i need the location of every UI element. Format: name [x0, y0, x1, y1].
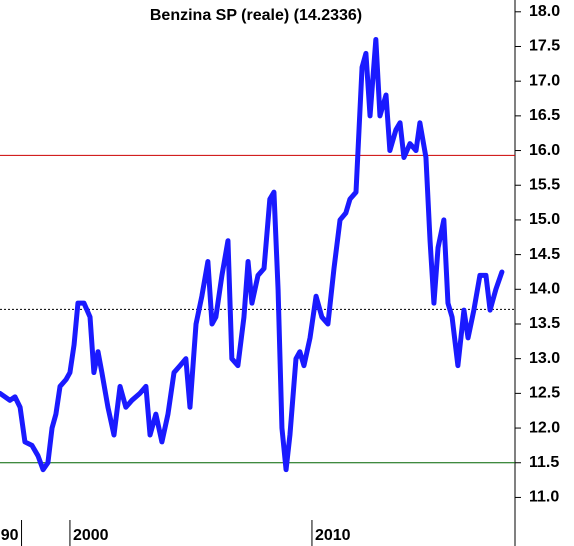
y-tick-label: 15.5 — [529, 176, 560, 193]
y-tick-label: 11.0 — [529, 489, 559, 506]
x-tick-label: 2000 — [73, 527, 109, 544]
data-line — [0, 37, 505, 473]
y-tick-label: 14.5 — [529, 246, 560, 263]
y-tick-label: 18.0 — [529, 3, 560, 20]
y-tick-label: 17.0 — [529, 72, 560, 89]
y-tick-label: 12.5 — [529, 385, 560, 402]
y-tick-label: 16.5 — [529, 107, 560, 124]
chart-title: Benzina SP (reale) (14.2336) — [150, 7, 362, 24]
y-tick-label: 12.0 — [529, 419, 560, 436]
y-tick-label: 16.0 — [529, 142, 560, 159]
y-tick-label: 13.5 — [529, 315, 560, 332]
y-tick-label: 17.5 — [529, 38, 560, 55]
y-tick-label: 11.5 — [529, 454, 559, 471]
x-tick-label: 90 — [1, 527, 19, 544]
y-tick-label: 13.0 — [529, 350, 560, 367]
x-tick-label: 2010 — [315, 527, 351, 544]
y-tick-label: 15.0 — [529, 211, 560, 228]
y-tick-label: 14.0 — [529, 281, 560, 298]
